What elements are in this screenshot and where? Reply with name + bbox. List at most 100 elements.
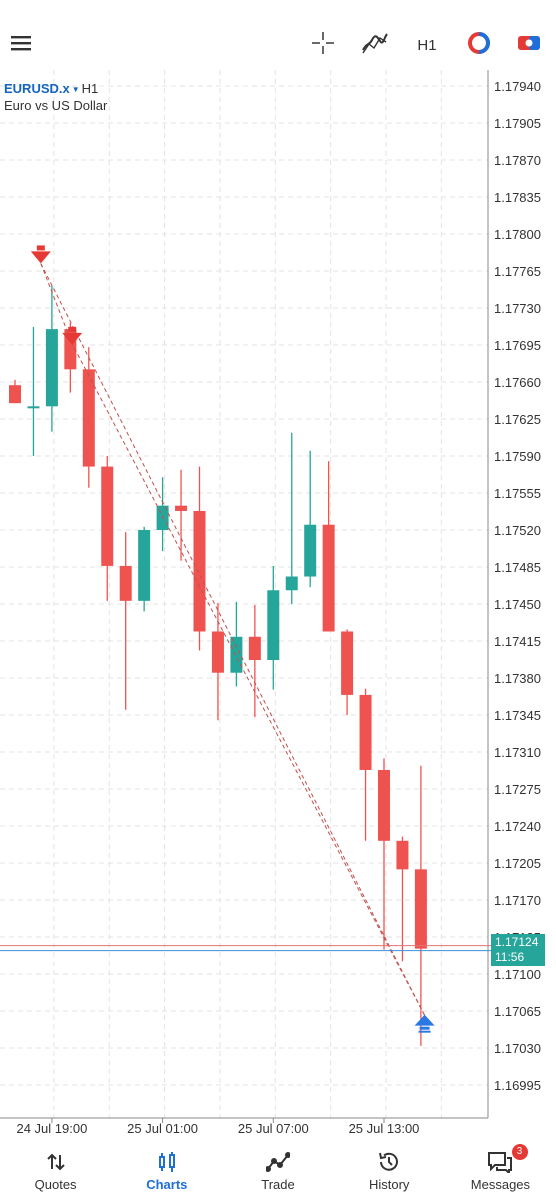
symbol-description: Euro vs US Dollar <box>4 98 108 113</box>
price-tick-label: 1.17240 <box>494 819 541 834</box>
price-tick-label: 1.17485 <box>494 560 541 575</box>
quotes-icon <box>46 1149 66 1175</box>
price-tick-label: 1.17310 <box>494 745 541 760</box>
candle-body <box>414 869 427 949</box>
trade-icon <box>266 1149 290 1175</box>
current-price-value: 1.17124 <box>495 935 539 949</box>
candle-body <box>9 385 21 404</box>
candle-body <box>45 329 58 407</box>
account-icon <box>517 33 541 58</box>
price-tick-label: 1.17835 <box>494 190 541 205</box>
time-axis: 24 Jul 19:00 25 Jul 01:00 25 Jul 07:00 25 J… <box>16 1118 419 1136</box>
price-tick-label: 1.17695 <box>494 338 541 353</box>
candle-body <box>82 369 95 467</box>
time-tick-label: 24 Jul 19:00 <box>16 1121 87 1136</box>
symbol-name: EURUSD.x <box>4 81 70 96</box>
symbol-header[interactable]: EURUSD.x ▼ H1 <box>4 81 98 96</box>
nav-quotes[interactable]: Quotes <box>0 1140 111 1200</box>
top-toolbar: H1 <box>0 0 556 88</box>
price-tick-label: 1.17625 <box>494 412 541 427</box>
price-tick-label: 1.17660 <box>494 375 541 390</box>
timeframe-button[interactable]: H1 <box>408 28 446 62</box>
bar-countdown: 11:56 <box>495 950 525 964</box>
nav-charts[interactable]: Charts <box>111 1140 222 1200</box>
price-tick-label: 1.17345 <box>494 708 541 723</box>
crosshair-button[interactable] <box>306 28 340 62</box>
candle-body <box>359 694 372 770</box>
symbol-timeframe: H1 <box>81 81 99 96</box>
trade-markers <box>30 245 435 1033</box>
trade-line <box>40 263 426 1016</box>
sell-arrow-stem <box>68 326 77 332</box>
candle-body <box>248 636 261 661</box>
candle-body <box>119 565 132 601</box>
chart-grid <box>0 70 489 1119</box>
nav-history-label: History <box>368 1176 410 1192</box>
candle-body <box>156 505 169 530</box>
candle-body <box>138 530 151 601</box>
price-tick-label: 1.17450 <box>494 597 541 612</box>
time-tick-label: 25 Jul 13:00 <box>349 1121 420 1136</box>
price-tick-label: 1.17100 <box>494 967 541 982</box>
symbol-dropdown-icon: ▼ <box>71 85 80 95</box>
nav-charts-label: Charts <box>146 1176 188 1192</box>
messages-badge: 3 <box>511 1144 528 1160</box>
account-button[interactable] <box>512 28 546 62</box>
price-chart[interactable]: 1.17940 1.17905 1.17870 1.17835 1.17800 1.177… <box>0 70 556 1140</box>
price-tick-label: 1.16995 <box>494 1078 541 1093</box>
candle-body <box>27 406 40 409</box>
menu-button[interactable] <box>4 28 38 62</box>
objects-icon <box>467 31 491 60</box>
charts-icon <box>157 1149 177 1175</box>
nav-trade[interactable]: Trade <box>222 1140 333 1200</box>
indicators-icon <box>362 32 388 59</box>
price-tick-label: 1.17065 <box>494 1004 541 1019</box>
time-tick-label: 25 Jul 01:00 <box>127 1121 198 1136</box>
price-axis: 1.17940 1.17905 1.17870 1.17835 1.17800 1.177… <box>494 79 541 1093</box>
history-icon <box>377 1149 401 1175</box>
current-price-lines <box>0 945 494 952</box>
sell-arrow-stem <box>36 245 45 251</box>
price-tick-label: 1.17555 <box>494 486 541 501</box>
indicators-button[interactable] <box>358 28 392 62</box>
sell-arrow-icon <box>30 251 51 264</box>
nav-history[interactable]: History <box>334 1140 445 1200</box>
candle-body <box>341 631 354 695</box>
candle-body <box>101 466 114 566</box>
candle-body <box>304 524 317 577</box>
price-tick-label: 1.17940 <box>494 79 541 94</box>
time-tick-label: 25 Jul 07:00 <box>238 1121 309 1136</box>
crosshair-icon <box>311 31 335 60</box>
candle-body <box>211 631 224 673</box>
price-tick-label: 1.17380 <box>494 671 541 686</box>
buy-arrow-stem <box>419 1026 430 1030</box>
bottom-navigation: Quotes Charts Trade History Messages 3 <box>0 1140 556 1200</box>
price-tick-label: 1.17520 <box>494 523 541 538</box>
price-tick-label: 1.17730 <box>494 301 541 316</box>
price-tick-label: 1.17590 <box>494 449 541 464</box>
objects-button[interactable] <box>462 28 496 62</box>
nav-trade-label: Trade <box>261 1176 295 1192</box>
candle-body <box>396 840 409 870</box>
trade-path-line-2 <box>40 263 426 1016</box>
buy-arrow-icon <box>414 1014 435 1026</box>
current-price-label: 1.17124 11:56 <box>491 934 545 966</box>
nav-messages[interactable]: Messages 3 <box>445 1140 556 1200</box>
price-tick-label: 1.17170 <box>494 893 541 908</box>
candle-body <box>378 769 390 841</box>
candle-body <box>230 636 243 673</box>
hamburger-menu-icon <box>11 35 31 56</box>
candle-body <box>285 576 298 591</box>
sell-arrow-icon <box>62 332 83 345</box>
price-tick-label: 1.17765 <box>494 264 541 279</box>
nav-quotes-label: Quotes <box>34 1176 77 1192</box>
candle-body <box>322 524 335 632</box>
buy-arrow-base <box>418 1030 431 1033</box>
messages-icon <box>487 1149 513 1175</box>
nav-messages-label: Messages <box>470 1176 531 1192</box>
candle-body <box>175 505 188 511</box>
price-tick-label: 1.17415 <box>494 634 541 649</box>
price-tick-label: 1.17205 <box>494 856 541 871</box>
timeframe-label: H1 <box>417 36 437 54</box>
price-tick-label: 1.17275 <box>494 782 541 797</box>
